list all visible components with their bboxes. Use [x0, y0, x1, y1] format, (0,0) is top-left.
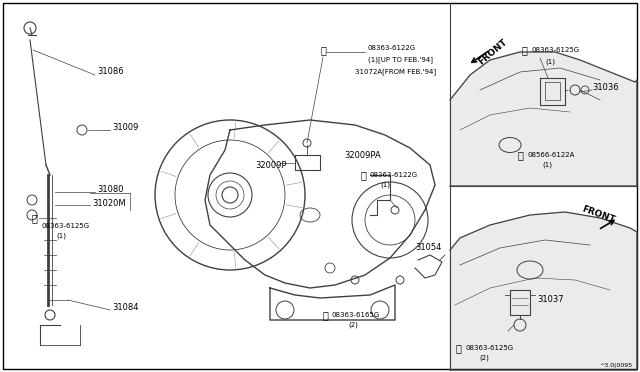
Text: 31080: 31080 [97, 186, 124, 195]
Text: ^3.0(0095: ^3.0(0095 [599, 363, 632, 368]
Text: 31054: 31054 [415, 244, 442, 253]
Text: (1): (1) [542, 162, 552, 168]
Text: Ⓢ: Ⓢ [320, 45, 326, 55]
Text: FRONT: FRONT [477, 38, 509, 67]
Text: Ⓢ: Ⓢ [31, 213, 37, 223]
Text: Ⓢ: Ⓢ [517, 150, 523, 160]
Text: Ⓢ: Ⓢ [360, 170, 366, 180]
Text: (2): (2) [348, 322, 358, 328]
Text: 08363-6125G: 08363-6125G [465, 345, 513, 351]
Text: 08363-6125G: 08363-6125G [41, 223, 89, 229]
Text: 31009: 31009 [112, 124, 138, 132]
Text: Ⓢ: Ⓢ [322, 310, 328, 320]
Text: 32009PA: 32009PA [344, 151, 381, 160]
Text: 31037: 31037 [537, 295, 564, 305]
Text: (1): (1) [380, 182, 390, 188]
Text: (1): (1) [56, 233, 66, 239]
Text: 31036: 31036 [592, 83, 619, 93]
Text: (1): (1) [545, 59, 555, 65]
Text: 31086: 31086 [97, 67, 124, 77]
Text: (2): (2) [479, 355, 489, 361]
Polygon shape [450, 52, 637, 186]
Text: 08363-6125G: 08363-6125G [531, 47, 579, 53]
Text: 31084: 31084 [112, 304, 138, 312]
Text: 08363-6122G: 08363-6122G [370, 172, 418, 178]
Text: (1)[UP TO FEB.'94]: (1)[UP TO FEB.'94] [368, 57, 433, 63]
Text: 08363-6165G: 08363-6165G [332, 312, 380, 318]
Text: 32009P: 32009P [255, 160, 287, 170]
Text: 08566-6122A: 08566-6122A [527, 152, 574, 158]
Text: Ⓢ: Ⓢ [455, 343, 461, 353]
Text: 31020M: 31020M [92, 199, 125, 208]
Text: Ⓢ: Ⓢ [521, 45, 527, 55]
Polygon shape [450, 212, 637, 370]
Text: FRONT: FRONT [580, 205, 616, 225]
Text: 31072A[FROM FEB.'94]: 31072A[FROM FEB.'94] [355, 68, 436, 76]
Text: 08363-6122G: 08363-6122G [368, 45, 416, 51]
